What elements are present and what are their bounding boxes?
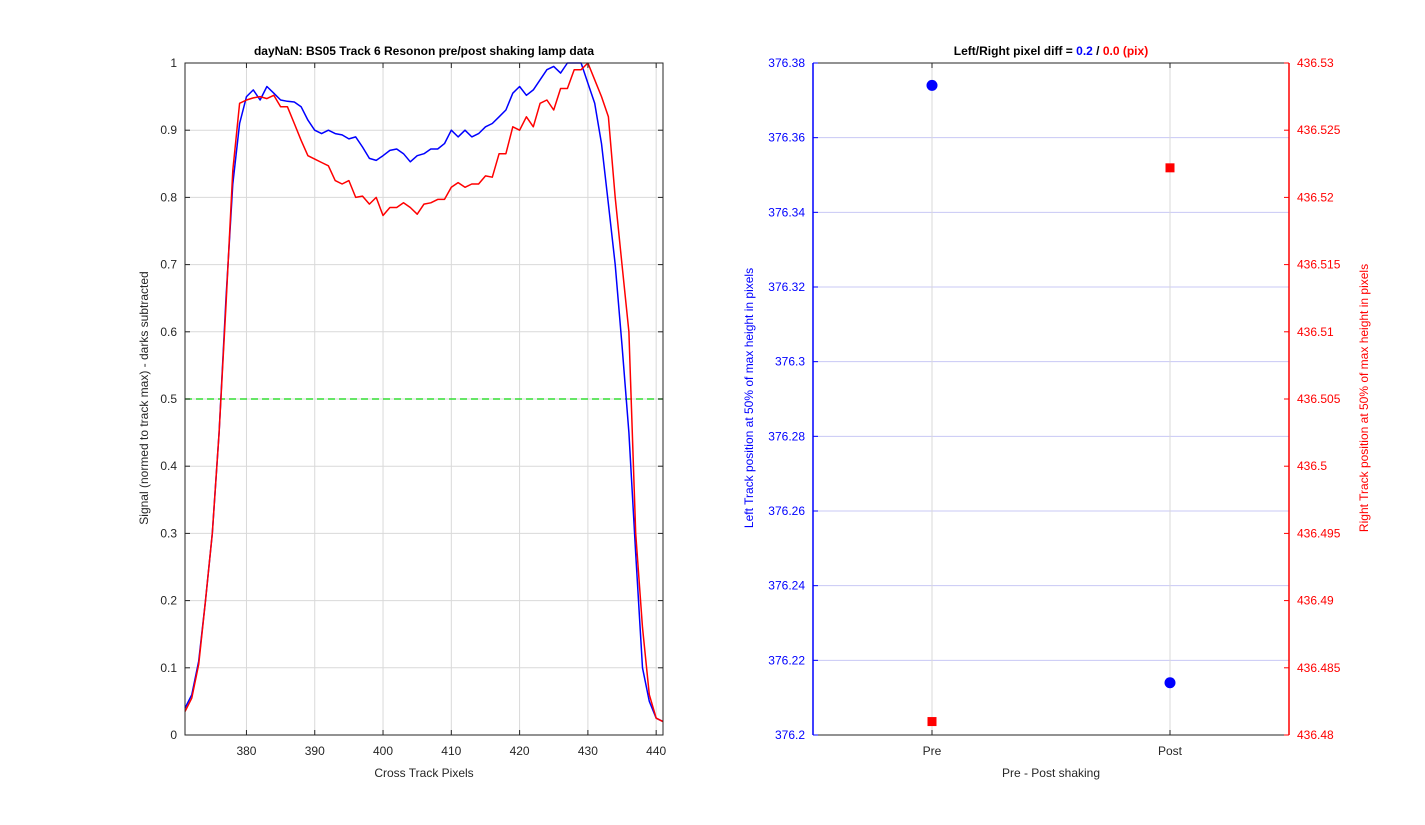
right-y-tick-label: 436.505 bbox=[1297, 392, 1341, 406]
right-right-y-axis-label: Right Track position at 50% of max heigh… bbox=[1357, 264, 1371, 532]
left-y-tick-label: 376.38 bbox=[768, 56, 805, 70]
y-tick-label: 0.2 bbox=[160, 594, 177, 608]
title-prefix: Left/Right pixel diff = bbox=[954, 44, 1076, 58]
title-separator: / bbox=[1093, 44, 1103, 58]
right-left-y-axis-label: Left Track position at 50% of max height… bbox=[742, 268, 756, 528]
right-y-tick-label: 436.51 bbox=[1297, 325, 1334, 339]
y-tick-label: 0.5 bbox=[160, 392, 177, 406]
right-y-tick-label: 436.495 bbox=[1297, 526, 1341, 540]
x-tick-label: 380 bbox=[236, 744, 256, 758]
left-chart-title: dayNaN: BS05 Track 6 Resonon pre/post sh… bbox=[254, 44, 594, 58]
y-tick-label: 0.7 bbox=[160, 258, 177, 272]
left-x-tick-labels: 380 390 400 410 420 430 440 bbox=[236, 744, 666, 758]
right-y-tick-label: 436.515 bbox=[1297, 258, 1341, 272]
y-tick-label: 0.9 bbox=[160, 123, 177, 137]
category-label: Pre bbox=[923, 744, 942, 758]
x-tick-label: 400 bbox=[373, 744, 393, 758]
y-tick-label: 0.6 bbox=[160, 325, 177, 339]
x-tick-label: 440 bbox=[646, 744, 666, 758]
right-point-post bbox=[1165, 163, 1175, 173]
left-point-pre bbox=[926, 79, 938, 91]
left-y-axis-label: Signal (normed to track max) - darks sub… bbox=[137, 271, 151, 524]
right-point-pre bbox=[927, 717, 937, 727]
right-right-y-tick-labels: 436.48 436.485 436.49 436.495 436.5 436.505 43… bbox=[1297, 56, 1341, 742]
left-y-tick-label: 376.22 bbox=[768, 653, 805, 667]
right-y-tick-label: 436.53 bbox=[1297, 56, 1334, 70]
right-y-tick-label: 436.48 bbox=[1297, 728, 1334, 742]
left-line-chart: 380 390 400 410 420 430 440 0 0.1 0.2 0.3 0.4 0.5 0.… bbox=[137, 44, 667, 780]
right-x-axis-label: Pre - Post shaking bbox=[1002, 766, 1100, 780]
x-tick-label: 430 bbox=[578, 744, 598, 758]
y-tick-label: 0.1 bbox=[160, 661, 177, 675]
right-y-tick-label: 436.49 bbox=[1297, 594, 1334, 608]
y-tick-label: 0.3 bbox=[160, 526, 177, 540]
right-y-tick-label: 436.52 bbox=[1297, 190, 1334, 204]
right-scatter-chart: 376.2 376.22 376.24 376.26 376.28 376.3 376.32… bbox=[742, 44, 1371, 780]
category-label: Post bbox=[1158, 744, 1183, 758]
x-tick-label: 390 bbox=[305, 744, 325, 758]
right-points-group bbox=[926, 79, 1176, 727]
right-left-y-tick-labels: 376.2 376.22 376.24 376.26 376.28 376.3 376.32… bbox=[768, 56, 805, 742]
left-tick-marks bbox=[185, 62, 663, 736]
x-tick-label: 420 bbox=[510, 744, 530, 758]
left-y-tick-label: 376.34 bbox=[768, 205, 805, 219]
y-tick-label: 0 bbox=[170, 728, 177, 742]
left-y-tick-label: 376.26 bbox=[768, 504, 805, 518]
right-chart-title: Left/Right pixel diff = 0.2 / 0.0 (pix) bbox=[954, 44, 1148, 58]
left-y-tick-label: 376.24 bbox=[768, 579, 805, 593]
y-tick-label: 0.8 bbox=[160, 190, 177, 204]
left-point-post bbox=[1164, 677, 1176, 689]
right-tick-marks bbox=[813, 62, 1289, 736]
left-series-group bbox=[184, 62, 664, 723]
pre-shaking-line bbox=[184, 62, 664, 723]
right-y-tick-label: 436.5 bbox=[1297, 459, 1327, 473]
left-y-tick-label: 376.2 bbox=[775, 728, 805, 742]
post-shaking-line bbox=[184, 62, 664, 723]
left-y-tick-label: 376.32 bbox=[768, 280, 805, 294]
y-tick-label: 1 bbox=[170, 56, 177, 70]
right-x-tick-labels: Pre Post bbox=[923, 744, 1183, 758]
right-y-tick-label: 436.525 bbox=[1297, 123, 1341, 137]
left-y-tick-label: 376.3 bbox=[775, 355, 805, 369]
left-y-tick-labels: 0 0.1 0.2 0.3 0.4 0.5 0.6 0.7 0.8 0.9 1 bbox=[160, 56, 177, 742]
title-right-diff: 0.0 (pix) bbox=[1103, 44, 1148, 58]
right-grid bbox=[813, 63, 1289, 735]
y-tick-label: 0.4 bbox=[160, 459, 177, 473]
left-y-tick-label: 376.28 bbox=[768, 429, 805, 443]
title-left-diff: 0.2 bbox=[1076, 44, 1093, 58]
left-y-tick-label: 376.36 bbox=[768, 131, 805, 145]
left-x-axis-label: Cross Track Pixels bbox=[374, 766, 473, 780]
x-tick-label: 410 bbox=[441, 744, 461, 758]
right-y-tick-label: 436.485 bbox=[1297, 661, 1341, 675]
